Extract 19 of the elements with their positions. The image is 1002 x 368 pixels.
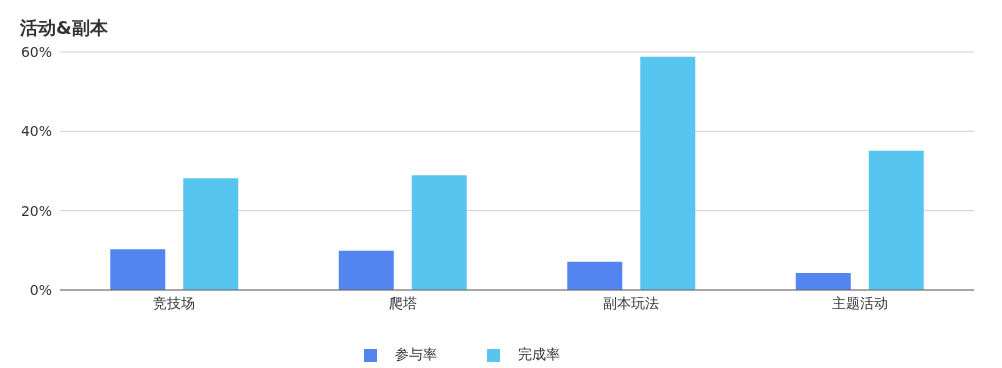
bar bbox=[640, 56, 696, 290]
bar bbox=[795, 272, 851, 290]
bar bbox=[868, 150, 924, 290]
x-tick-label: 副本玩法 bbox=[603, 294, 660, 311]
bar bbox=[411, 175, 467, 290]
bar bbox=[338, 250, 394, 290]
x-tick-label: 竞技场 bbox=[153, 294, 196, 311]
bar bbox=[183, 178, 239, 290]
y-tick-label: 40% bbox=[20, 123, 52, 140]
chart-title: 活动&副本 bbox=[20, 16, 108, 40]
legend-label: 完成率 bbox=[518, 346, 560, 362]
x-tick-label: 爬塔 bbox=[388, 294, 417, 311]
bar bbox=[567, 261, 623, 290]
x-tick-label: 主题活动 bbox=[831, 294, 888, 311]
bar bbox=[110, 249, 166, 290]
y-tick-label: 60% bbox=[20, 43, 52, 60]
y-tick-label: 20% bbox=[20, 202, 52, 219]
legend-label: 参与率 bbox=[395, 346, 437, 362]
y-tick-label: 0% bbox=[29, 281, 52, 298]
